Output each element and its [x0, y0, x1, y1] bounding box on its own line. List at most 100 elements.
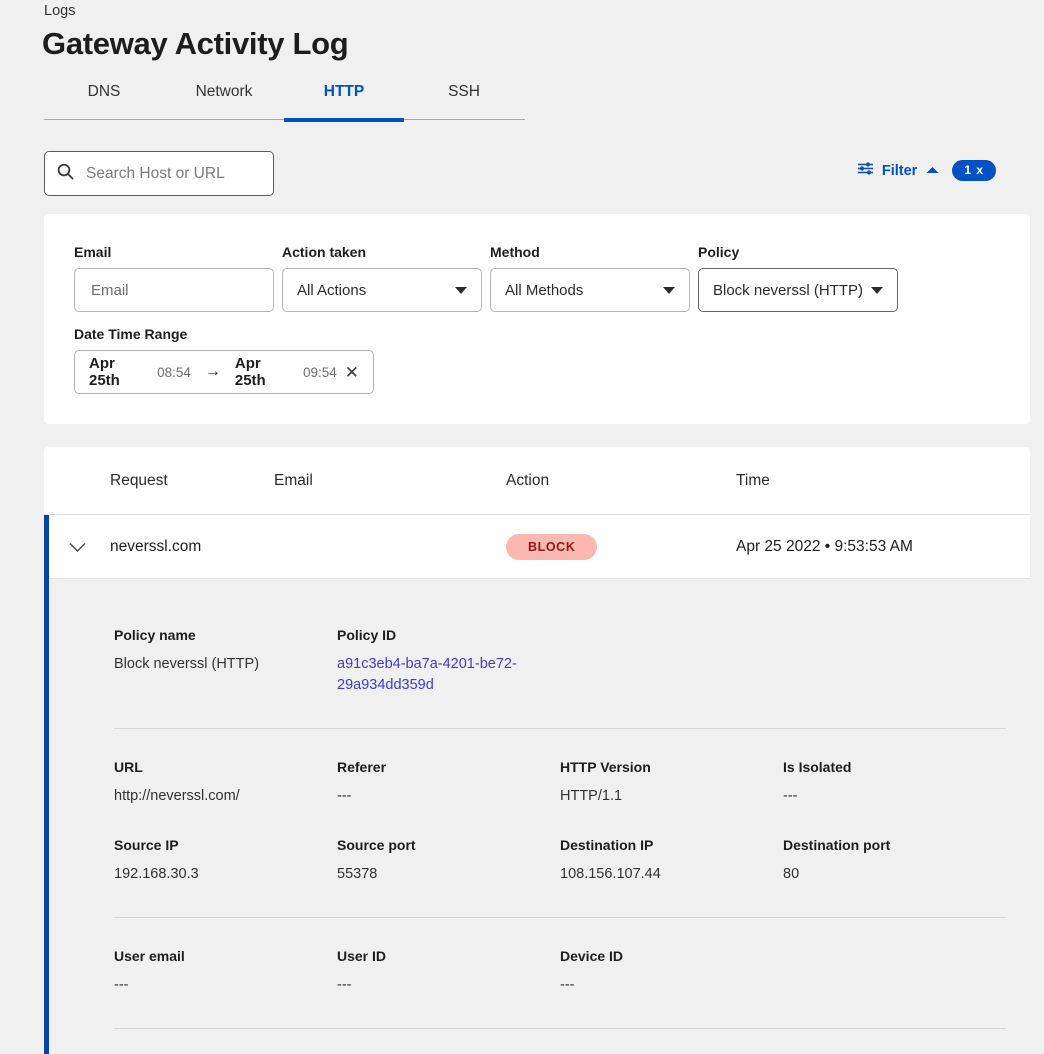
- method-select-value: All Methods: [505, 281, 584, 299]
- filter-toggle[interactable]: Filter 1 x: [857, 160, 996, 181]
- date-end-day: Apr 25th: [234, 355, 266, 389]
- detail-label-referer: Referer: [337, 759, 387, 775]
- detail-label-url: URL: [114, 759, 143, 775]
- detail-field-referer: Referer ---: [337, 759, 560, 807]
- column-header-request: Request: [110, 471, 168, 489]
- filter-field-policy: Policy Block neverssl (HTTP): [698, 244, 898, 312]
- detail-label-device-id: Device ID: [560, 948, 624, 964]
- detail-value-source-ip: 192.168.30.3: [114, 866, 199, 882]
- detail-field-user-id: User ID ---: [337, 948, 560, 996]
- detail-label-is-isolated: Is Isolated: [783, 759, 852, 775]
- detail-row-user-info: User email --- User ID --- Device ID ---: [114, 948, 1006, 996]
- results-table: Request Email Action Time neverssl.com B…: [44, 447, 1030, 1054]
- detail-value-http-version: HTTP/1.1: [560, 788, 623, 804]
- row-expand-toggle[interactable]: [44, 541, 110, 553]
- filter-label-action: Action taken: [282, 244, 367, 260]
- detail-field-is-isolated: Is Isolated ---: [783, 759, 1006, 807]
- arrow-right-icon: →: [204, 363, 221, 380]
- detail-value-user-email: ---: [114, 977, 129, 993]
- filter-field-action: Action taken All Actions: [282, 244, 482, 312]
- detail-value-source-port: 55378: [337, 866, 378, 882]
- detail-divider: [114, 728, 1006, 729]
- chevron-down-icon: [663, 287, 675, 294]
- filter-label-email: Email: [74, 244, 112, 260]
- detail-label-dest-ip: Destination IP: [560, 837, 654, 853]
- tab-http[interactable]: HTTP: [284, 76, 404, 122]
- detail-field-source-port: Source port 55378: [337, 837, 560, 885]
- table-row[interactable]: neverssl.com BLOCK Apr 25 2022 • 9:53:53…: [44, 515, 1030, 579]
- sliders-icon: [857, 161, 874, 181]
- row-action: BLOCK: [506, 533, 736, 560]
- date-start-day: Apr 25th: [89, 355, 120, 389]
- filter-field-method: Method All Methods: [490, 244, 690, 312]
- date-end-time: 09:54: [302, 364, 337, 380]
- action-select[interactable]: All Actions: [282, 268, 482, 312]
- detail-value-url: http://neverssl.com/: [114, 788, 240, 804]
- detail-value-referer: ---: [337, 788, 352, 804]
- policy-select[interactable]: Block neverssl (HTTP): [698, 268, 898, 312]
- status-badge: BLOCK: [506, 533, 598, 560]
- detail-row-policy: Policy name Block neverssl (HTTP) Policy…: [114, 627, 1006, 696]
- action-select-value: All Actions: [297, 281, 367, 299]
- detail-field-policy-name: Policy name Block neverssl (HTTP): [114, 627, 337, 696]
- filter-field-date-range: Date Time Range Apr 25th 08:54 → Apr 25t…: [74, 326, 574, 394]
- detail-divider: [114, 917, 1006, 918]
- tab-ssh[interactable]: SSH: [448, 83, 480, 100]
- detail-label-source-ip: Source IP: [114, 837, 179, 853]
- column-header-email: Email: [274, 471, 313, 489]
- date-start-time: 08:54: [157, 364, 191, 380]
- detail-field-user-email: User email ---: [114, 948, 337, 996]
- chevron-down-icon: [68, 542, 86, 552]
- detail-label-user-email: User email: [114, 948, 185, 964]
- search-input[interactable]: [84, 163, 261, 184]
- tab-network[interactable]: Network: [195, 83, 253, 100]
- detail-field-policy-id: Policy ID a91c3eb4-ba7a-4201-be72-29a934…: [337, 627, 560, 696]
- log-type-tabs: DNS Network HTTP SSH: [44, 76, 525, 122]
- tab-dns[interactable]: DNS: [87, 83, 121, 100]
- detail-label-policy-id: Policy ID: [337, 627, 397, 643]
- email-input-wrapper[interactable]: [74, 268, 274, 312]
- filter-label-method: Method: [490, 244, 540, 260]
- method-select[interactable]: All Methods: [490, 268, 690, 312]
- detail-value-dest-ip: 108.156.107.44: [560, 866, 661, 882]
- breadcrumb[interactable]: Logs: [44, 3, 76, 19]
- detail-value-policy-id[interactable]: a91c3eb4-ba7a-4201-be72-29a934dd359d: [337, 656, 517, 693]
- filter-label: Filter: [881, 162, 918, 179]
- row-detail-panel: Policy name Block neverssl (HTTP) Policy…: [44, 515, 1030, 1054]
- filter-label-policy: Policy: [698, 244, 740, 260]
- detail-label-dest-port: Destination port: [783, 837, 891, 853]
- date-range-control[interactable]: Apr 25th 08:54 → Apr 25th 09:54 ✕: [74, 350, 374, 394]
- detail-value-dest-port: 80: [783, 866, 800, 882]
- table-header-row: Request Email Action Time: [44, 447, 1030, 515]
- chevron-down-icon: [871, 287, 883, 294]
- detail-label-policy-name: Policy name: [114, 627, 196, 643]
- detail-spacer: [114, 807, 1006, 837]
- detail-field-http-version: HTTP Version HTTP/1.1: [560, 759, 783, 807]
- page-title: Gateway Activity Log: [42, 26, 349, 61]
- selected-row-accent-bar: [44, 515, 49, 1054]
- chevron-up-icon: [925, 162, 940, 180]
- filter-panel: Email Action taken All Actions Method Al…: [44, 214, 1030, 424]
- filter-count-badge[interactable]: 1 x: [952, 160, 996, 181]
- detail-field-dest-ip: Destination IP 108.156.107.44: [560, 837, 783, 885]
- detail-value-device-id: ---: [560, 977, 575, 993]
- detail-value-is-isolated: ---: [783, 788, 798, 804]
- search-box[interactable]: [44, 151, 274, 196]
- email-input[interactable]: [89, 280, 259, 300]
- detail-field-dest-port: Destination port 80: [783, 837, 1006, 885]
- column-header-time: Time: [736, 471, 770, 489]
- row-request: neverssl.com: [110, 537, 202, 555]
- search-icon: [57, 163, 84, 185]
- detail-field-device-id: Device ID ---: [560, 948, 783, 996]
- policy-select-value: Block neverssl (HTTP): [713, 281, 864, 299]
- close-icon[interactable]: ✕: [344, 362, 359, 382]
- detail-value-policy-name: Block neverssl (HTTP): [114, 656, 260, 672]
- filter-label-date-range: Date Time Range: [74, 326, 188, 342]
- detail-field-source-ip: Source IP 192.168.30.3: [114, 837, 337, 885]
- filter-field-email: Email: [74, 244, 274, 312]
- detail-label-http-version: HTTP Version: [560, 759, 651, 775]
- detail-field-url: URL http://neverssl.com/: [114, 759, 337, 807]
- detail-label-user-id: User ID: [337, 948, 387, 964]
- detail-divider: [114, 1028, 1006, 1029]
